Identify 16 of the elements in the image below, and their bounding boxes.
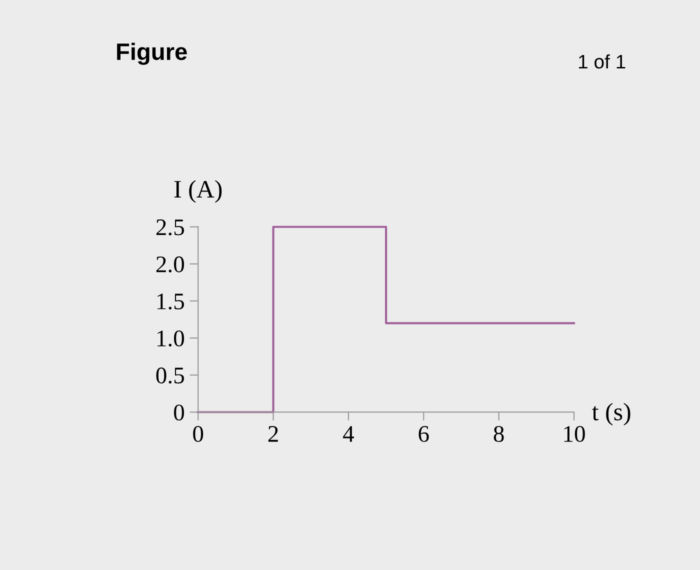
x-tick-label: 8 — [494, 426, 504, 442]
y-tick-label: 2.5 — [156, 219, 184, 236]
x-tick-label: 0 — [193, 426, 204, 442]
y-tick-label: 0 — [174, 404, 184, 421]
x-tick-label: 2 — [268, 426, 278, 442]
y-tick-label: 1.0 — [157, 330, 184, 347]
x-tick-label: 10 — [564, 426, 585, 442]
x-tick-label: 4 — [343, 426, 354, 442]
chart-title: Figure — [117, 42, 187, 65]
y-tick-label: 0.5 — [156, 368, 184, 384]
x-axis-title: t (s) — [592, 402, 630, 426]
text: 1 of 1 — [578, 54, 626, 69]
y-tick-label: 1.5 — [157, 294, 184, 310]
y-axis-title: I (A) — [174, 180, 222, 203]
y-tick-label: 2.0 — [156, 256, 184, 272]
x-tick-label: 6 — [418, 426, 429, 442]
